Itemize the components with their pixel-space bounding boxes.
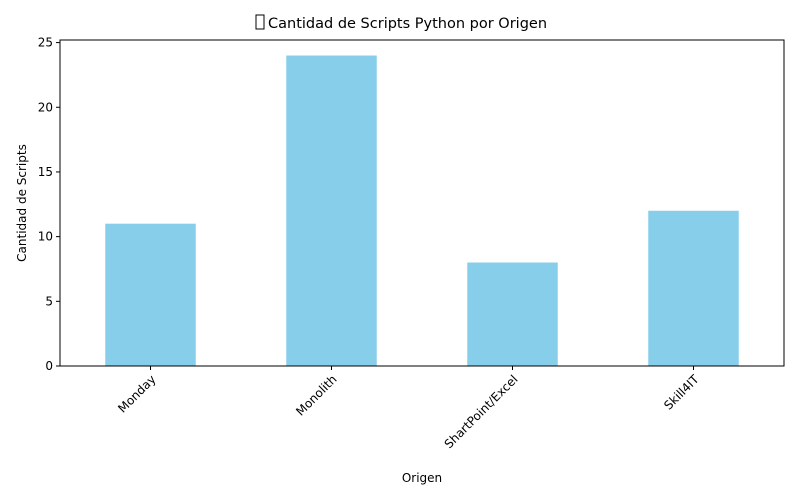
bar-skill4it — [648, 210, 739, 366]
bar-shartpoint-excel — [467, 262, 558, 366]
missing-glyph-icon — [255, 14, 265, 30]
y-tick-label: 5 — [45, 294, 53, 308]
chart-title: Cantidad de Scripts Python por Origen — [268, 16, 547, 32]
x-tick-label: Monday — [115, 372, 158, 415]
bar-monolith — [286, 55, 377, 367]
x-tick-label: Skill4IT — [661, 372, 702, 413]
x-axis-title: Origen — [402, 471, 442, 485]
bar-monday — [105, 223, 196, 366]
y-tick-label: 15 — [38, 165, 53, 179]
y-tick-label: 10 — [38, 230, 53, 244]
y-tick-label: 0 — [45, 359, 53, 373]
y-tick-label: 20 — [38, 100, 53, 114]
x-tick-label: Monolith — [293, 372, 339, 418]
y-tick-label: 25 — [38, 36, 53, 50]
x-axis: Monday Monolith ShartPoint/Excel Skill4IT — [115, 366, 702, 451]
y-axis-title: Cantidad de Scripts — [15, 144, 29, 262]
y-axis: 0 5 10 15 20 25 — [38, 36, 60, 373]
bars-layer — [105, 55, 739, 367]
x-tick-label: ShartPoint/Excel — [442, 372, 521, 451]
chart-title-group: Cantidad de Scripts Python por Origen — [255, 14, 547, 32]
plot-frame — [59, 39, 785, 367]
